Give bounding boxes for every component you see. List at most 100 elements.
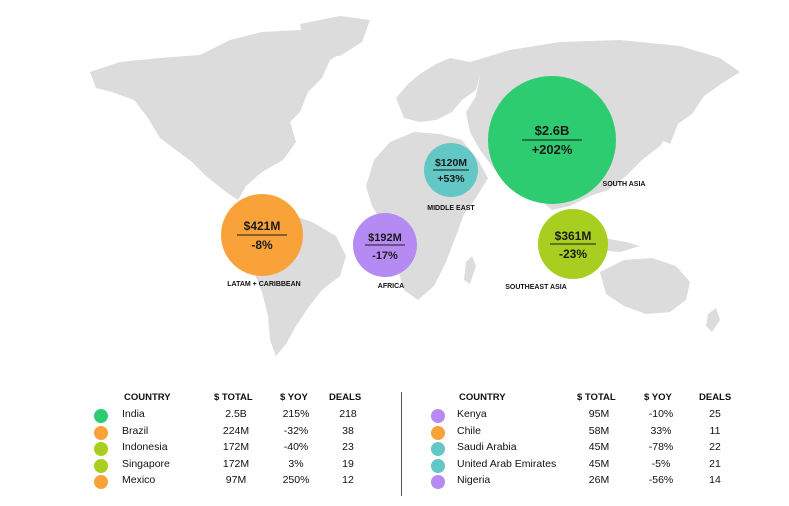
table-row: Brazil 224M -32% 38 [88,425,378,442]
bubble-change: -23% [559,247,587,261]
region-bubble-south-asia[interactable]: $2.6B +202% [488,76,616,204]
country-cell: India [122,408,145,420]
deals-cell: 25 [709,408,721,420]
region-bubble-africa[interactable]: $192M -17% [353,213,417,277]
country-table-right: COUNTRY $ TOTAL $ YOY DEALS Kenya 95M -10%… [425,392,755,491]
total-cell: 26M [588,474,610,486]
yoy-cell: 3% [288,457,304,470]
region-bubble-middle-east[interactable]: $120M +53% [424,143,478,197]
header-deals: DEALS [329,392,362,403]
country-cell: Indonesia [122,441,168,453]
yoy-cell: 33% [650,424,672,437]
table-row: Mexico 97M 250% 12 [88,474,378,491]
region-label-africa: AFRICA [378,283,404,290]
world-map: $2.6B +202% SOUTH ASIA $120M +53% MIDDLE… [90,16,740,356]
header-total: $ TOTAL [577,392,616,403]
greenland-shape [300,16,370,56]
color-dot-icon [431,475,445,489]
header-yoy: $ YOY [280,392,308,403]
country-cell: Saudi Arabia [457,441,517,453]
deals-cell: 19 [342,457,354,470]
color-dot-icon [431,409,445,423]
bubble-change: +53% [437,173,465,185]
region-bubble-latam[interactable]: $421M -8% [221,194,303,276]
deals-cell: 21 [709,457,721,470]
deals-cell: 23 [342,441,354,453]
yoy-cell: -32% [283,424,309,437]
deals-cell: 22 [709,441,721,453]
region-label-latam: LATAM + CARIBBEAN [227,281,300,288]
deals-cell: 12 [342,474,354,486]
country-cell: Chile [457,424,481,437]
color-dot-icon [431,458,445,473]
north-america-shape [90,30,350,200]
total-cell: 95M [588,408,610,420]
yoy-cell: 250% [282,474,310,486]
new-zealand-shape [706,308,720,332]
country-cell: Mexico [122,474,156,486]
total-cell: 45M [588,441,610,453]
australia-shape [600,258,690,314]
header-total: $ TOTAL [214,392,253,403]
region-bubble-southeast-asia[interactable]: $361M -23% [538,209,608,279]
bubble-value: $361M [555,229,592,243]
yoy-cell: -78% [648,441,674,453]
color-dot-icon [94,442,108,456]
bubble-value: $120M [435,157,467,169]
header-country: COUNTRY [124,392,171,403]
europe-shape [396,58,480,122]
total-cell: 172M [222,441,250,453]
table-row: Saudi Arabia 45M -78% 22 [425,441,755,458]
header-yoy: $ YOY [644,392,672,403]
region-label-middle-east: MIDDLE EAST [427,205,475,212]
bubble-value: $421M [244,219,281,233]
country-cell: Singapore [122,457,170,470]
yoy-cell: -40% [283,441,309,453]
table-divider [401,392,402,496]
yoy-cell: -56% [648,474,674,486]
total-cell: 172M [222,457,250,470]
bubble-value: $192M [368,232,402,244]
color-dot-icon [94,475,108,489]
bubble-value: $2.6B [535,123,570,138]
country-cell: Brazil [122,424,149,437]
deals-cell: 14 [709,474,721,486]
table-header: COUNTRY $ TOTAL $ YOY DEALS [88,392,378,408]
table-row: Nigeria 26M -56% 14 [425,474,755,491]
country-cell: Kenya [457,408,487,420]
deals-cell: 11 [709,424,721,437]
bubble-change: -8% [251,238,273,252]
deals-cell: 218 [339,408,357,420]
madagascar-shape [464,256,476,284]
table-header: COUNTRY $ TOTAL $ YOY DEALS [425,392,755,408]
region-label-southeast-asia: SOUTHEAST ASIA [505,284,567,291]
country-cell: United Arab Emirates [457,457,557,470]
table-row: United Arab Emirates 45M -5% 21 [425,458,755,475]
japan-shape [662,110,678,144]
country-cell: Nigeria [457,474,491,486]
yoy-cell: -10% [648,408,674,420]
color-dot-icon [94,458,108,473]
header-deals: DEALS [699,392,732,403]
total-cell: 97M [225,474,247,486]
color-dot-icon [431,425,445,440]
table-row: Chile 58M 33% 11 [425,425,755,442]
header-country: COUNTRY [459,392,506,403]
color-dot-icon [94,409,108,423]
bubble-change: -17% [372,250,398,262]
total-cell: 2.5B [225,408,247,420]
country-table-left: COUNTRY $ TOTAL $ YOY DEALS India 2.5B 215… [88,392,378,491]
total-cell: 224M [222,424,250,437]
total-cell: 45M [588,457,610,470]
table-row: Kenya 95M -10% 25 [425,408,755,425]
bubble-change: +202% [532,142,573,157]
table-row: Indonesia 172M -40% 23 [88,441,378,458]
table-row: India 2.5B 215% 218 [88,408,378,425]
yoy-cell: 215% [282,408,310,420]
yoy-cell: -5% [651,457,671,470]
region-label-south-asia: SOUTH ASIA [603,181,646,188]
table-row: Singapore 172M 3% 19 [88,458,378,475]
color-dot-icon [431,442,445,456]
total-cell: 58M [588,424,610,437]
deals-cell: 38 [342,424,354,437]
